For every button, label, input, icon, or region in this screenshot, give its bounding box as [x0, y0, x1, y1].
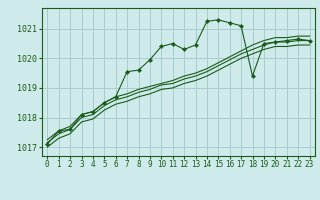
Text: Graphe pression niveau de la mer (hPa): Graphe pression niveau de la mer (hPa): [58, 185, 262, 194]
